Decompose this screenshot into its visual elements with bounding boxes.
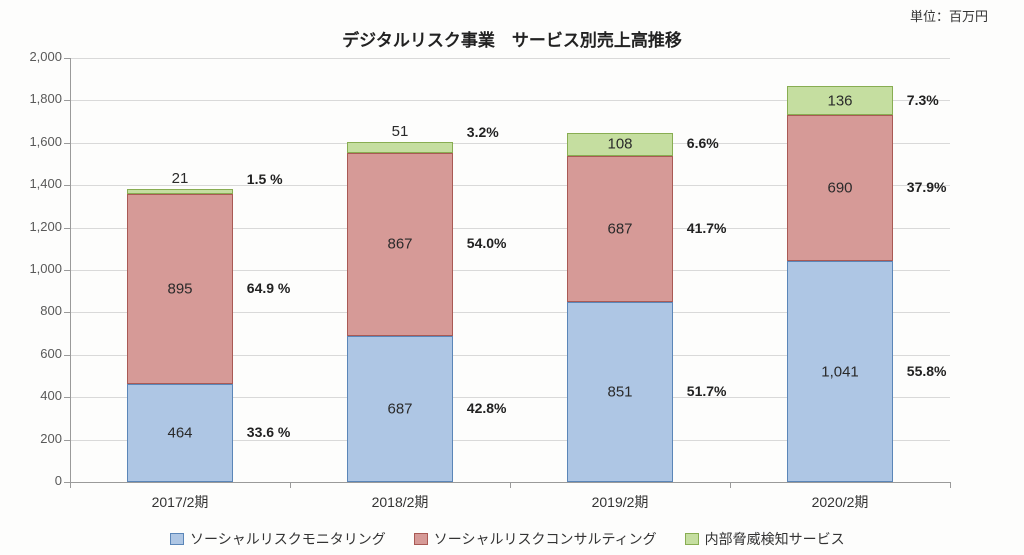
bar-segment [347,142,453,153]
percent-label: 33.6 % [247,424,291,440]
value-label: 1,041 [821,363,859,380]
value-label: 108 [607,136,632,153]
x-tick-label: 2017/2期 [152,492,209,512]
percent-label: 54.0% [467,235,507,251]
value-label: 464 [167,424,192,441]
chart-title: デジタルリスク事業 サービス別売上高推移 [0,26,1024,51]
value-label: 136 [827,92,852,109]
value-label: 51 [392,123,409,140]
bar-segment [127,189,233,193]
legend-swatch [170,533,184,545]
percent-label: 37.9% [907,179,947,195]
percent-label: 42.8% [467,400,507,416]
legend-label: 内部脅威検知サービス [705,529,845,549]
legend-item: 内部脅威検知サービス [685,529,845,549]
legend: ソーシャルリスクモニタリング ソーシャルリスクコンサルティング 内部脅威検知サービス [170,529,845,549]
y-tick-label: 0 [2,473,62,488]
x-tick-label: 2018/2期 [372,492,429,512]
percent-label: 51.7% [687,383,727,399]
y-tick-label: 200 [2,431,62,446]
legend-swatch [414,533,428,545]
legend-swatch [685,533,699,545]
percent-label: 41.7% [687,220,727,236]
percent-label: 7.3% [907,92,939,108]
y-tick-label: 600 [2,346,62,361]
value-label: 895 [167,280,192,297]
percent-label: 55.8% [907,363,947,379]
chart-container: 単位：百万円 デジタルリスク事業 サービス別売上高推移 020040060080… [0,0,1024,555]
x-tick-label: 2020/2期 [812,492,869,512]
legend-item: ソーシャルリスクモニタリング [170,529,386,549]
y-tick-label: 1,800 [2,91,62,106]
percent-label: 64.9 % [247,280,291,296]
value-label: 687 [387,401,412,418]
value-label: 851 [607,383,632,400]
gridline [70,58,950,59]
y-tick-label: 400 [2,388,62,403]
y-tick-label: 800 [2,303,62,318]
value-label: 867 [387,236,412,253]
value-label: 690 [827,180,852,197]
x-tick-label: 2019/2期 [592,492,649,512]
value-label: 21 [172,170,189,187]
percent-label: 1.5 % [247,171,283,187]
y-tick-label: 1,000 [2,261,62,276]
plot-area: 02004006008001,0001,2001,4001,6001,8002,… [70,58,950,482]
y-tick-label: 1,400 [2,176,62,191]
y-tick-label: 1,200 [2,219,62,234]
legend-label: ソーシャルリスクモニタリング [190,529,386,549]
value-label: 687 [607,220,632,237]
legend-label: ソーシャルリスクコンサルティング [434,529,657,549]
y-tick-label: 1,600 [2,134,62,149]
y-tick-label: 2,000 [2,49,62,64]
percent-label: 3.2% [467,124,499,140]
unit-label: 単位：百万円 [910,6,988,25]
legend-item: ソーシャルリスクコンサルティング [414,529,657,549]
percent-label: 6.6% [687,135,719,151]
